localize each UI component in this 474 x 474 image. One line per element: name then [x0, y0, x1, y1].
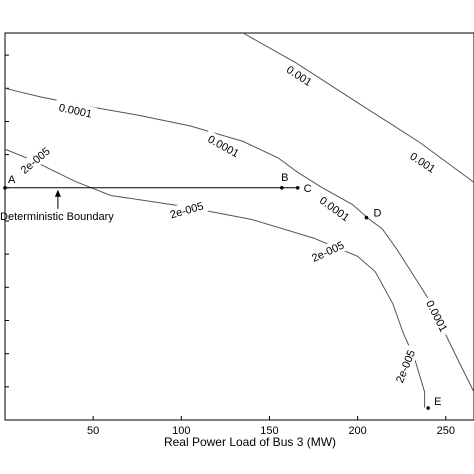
contour-label-bg — [202, 129, 246, 163]
plot-frame — [4, 32, 474, 421]
point-label-E: E — [434, 396, 441, 408]
point-marker-C — [295, 186, 300, 190]
contour-label-bg — [53, 99, 98, 122]
x-tick-label: 50 — [87, 425, 99, 437]
x-tick-label: 200 — [348, 425, 366, 437]
point-marker-A — [3, 186, 7, 190]
contour-label-bg — [280, 60, 318, 92]
point-marker-E — [426, 406, 430, 410]
axis-ticks: 50 100 150 200 250 — [5, 54, 455, 437]
contour-line-0.001 — [242, 32, 474, 183]
x-tick-label: 250 — [437, 425, 455, 437]
x-tick-label: 100 — [172, 425, 190, 437]
annotation-text: Deterministic Boundary — [0, 211, 114, 223]
point-marker-D — [364, 215, 369, 220]
point-label-D: D — [373, 208, 381, 220]
point-label-A: A — [8, 174, 16, 186]
contour-label-bg — [164, 197, 209, 223]
contour-label-bg — [14, 141, 56, 179]
annotation-arrow-head — [54, 189, 61, 197]
marked-points: A B C D E — [3, 172, 442, 410]
point-label-C: C — [304, 183, 312, 195]
contour-label-bg — [404, 146, 442, 178]
contour-label-bg — [421, 294, 453, 338]
point-label-B: B — [281, 172, 288, 184]
x-tick-label: 150 — [260, 425, 278, 437]
point-marker-B — [280, 186, 284, 190]
x-axis-title: Real Power Load of Bus 3 (MW) — [164, 435, 336, 449]
contour-label-bg — [390, 344, 420, 388]
contour-label-bg — [313, 190, 356, 227]
contour-label-bg — [306, 236, 350, 267]
annotations: Deterministic Boundary — [0, 189, 114, 223]
